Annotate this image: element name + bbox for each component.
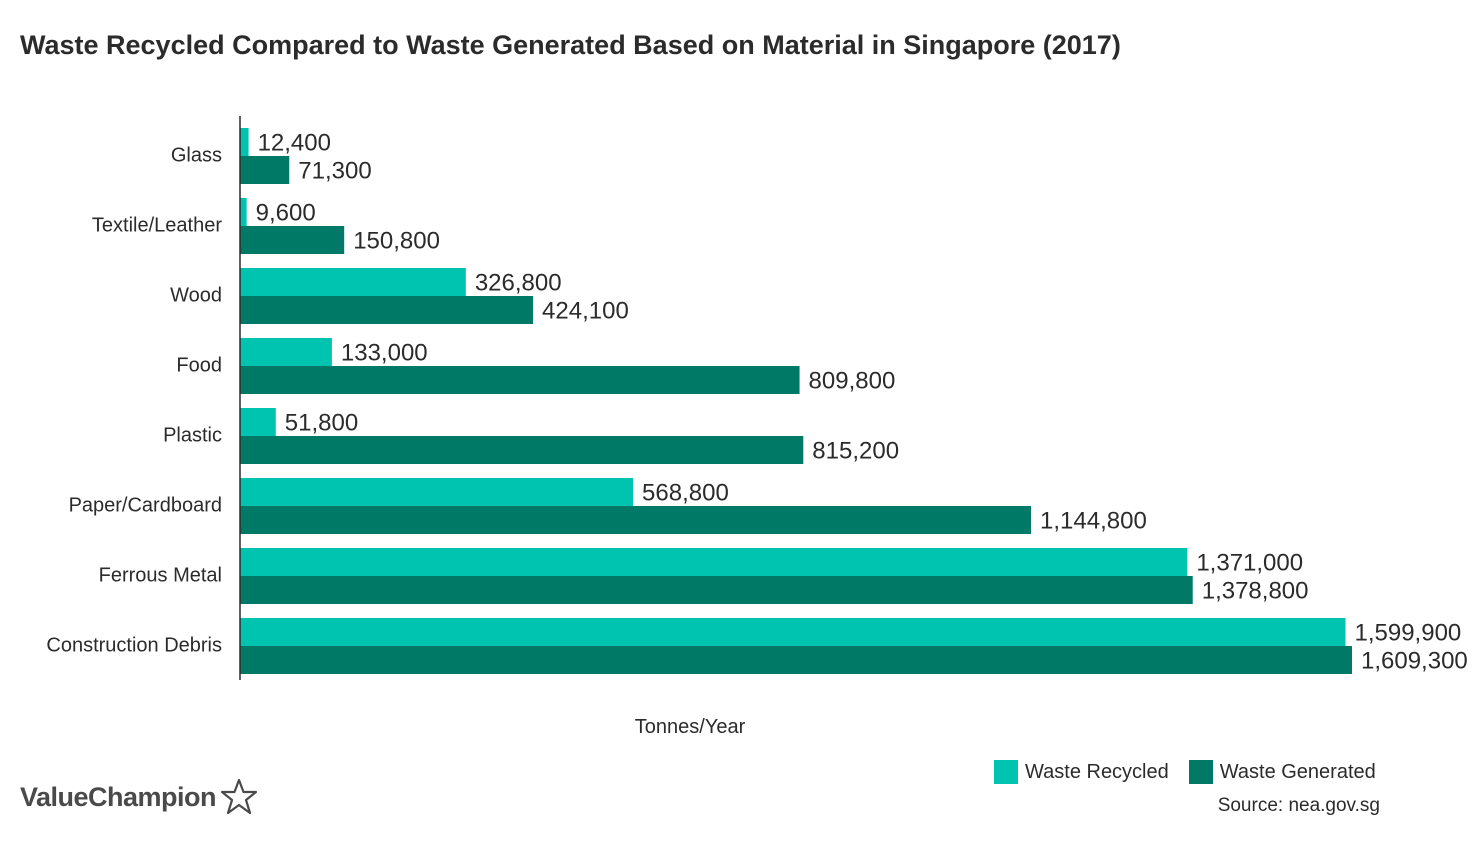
chart-title: Waste Recycled Compared to Waste Generat…	[20, 30, 1121, 60]
value-label-recycled: 9,600	[256, 199, 316, 226]
category-label: Construction Debris	[46, 634, 222, 656]
value-label-generated: 71,300	[298, 157, 371, 184]
value-label-recycled: 1,599,900	[1355, 619, 1462, 646]
value-label-recycled: 1,371,000	[1196, 549, 1303, 576]
x-axis-label: Tonnes/Year	[635, 716, 746, 738]
category-label: Paper/Cardboard	[69, 494, 222, 516]
category-label: Ferrous Metal	[99, 564, 222, 586]
star-outline-icon	[220, 778, 258, 815]
legend-swatch-generated	[1188, 760, 1213, 784]
legend-item-generated: Waste Generated	[1188, 760, 1376, 784]
bar-recycled	[240, 198, 247, 226]
bar-recycled	[240, 478, 634, 506]
bar-generated	[240, 506, 1032, 534]
source-note: Source: nea.gov.sg	[1217, 795, 1380, 816]
legend-label-recycled: Waste Recycled	[1025, 760, 1169, 783]
bar-generated	[240, 436, 804, 464]
value-label-generated: 150,800	[353, 227, 440, 254]
legend-label-generated: Waste Generated	[1219, 760, 1376, 783]
category-label: Wood	[170, 284, 222, 306]
bar-generated	[240, 156, 290, 184]
bar-recycled	[240, 548, 1188, 576]
category-label: Plastic	[163, 424, 222, 446]
bar-recycled	[240, 128, 249, 156]
bar-generated	[240, 226, 345, 254]
bar-recycled	[240, 268, 466, 296]
category-label: Glass	[171, 144, 222, 166]
value-label-generated: 815,200	[812, 437, 899, 464]
legend-item-recycled: Waste Recycled	[994, 760, 1169, 784]
category-label: Food	[176, 354, 222, 376]
legend-swatch-recycled	[994, 760, 1018, 784]
brand-name: ValueChampion	[20, 781, 217, 812]
value-label-generated: 1,609,300	[1361, 647, 1468, 674]
bar-recycled	[240, 408, 276, 436]
bar-recycled	[240, 338, 332, 366]
value-label-recycled: 326,800	[475, 269, 562, 296]
bar-generated	[240, 296, 534, 324]
legend: Waste Recycled Waste Generated	[994, 760, 1396, 784]
bar-generated	[240, 366, 800, 394]
value-label-recycled: 51,800	[285, 409, 358, 436]
value-label-recycled: 568,800	[642, 479, 729, 506]
bar-generated	[240, 576, 1193, 604]
value-label-recycled: 133,000	[341, 339, 428, 366]
value-label-generated: 809,800	[809, 367, 896, 394]
bar-generated	[240, 646, 1352, 674]
value-label-generated: 424,100	[542, 297, 629, 324]
value-label-generated: 1,144,800	[1040, 507, 1147, 534]
value-label-generated: 1,378,800	[1202, 577, 1309, 604]
bar-recycled	[240, 618, 1346, 646]
brand-logo: ValueChampion	[20, 778, 258, 816]
category-label: Textile/Leather	[92, 214, 222, 236]
value-label-recycled: 12,400	[258, 129, 331, 156]
